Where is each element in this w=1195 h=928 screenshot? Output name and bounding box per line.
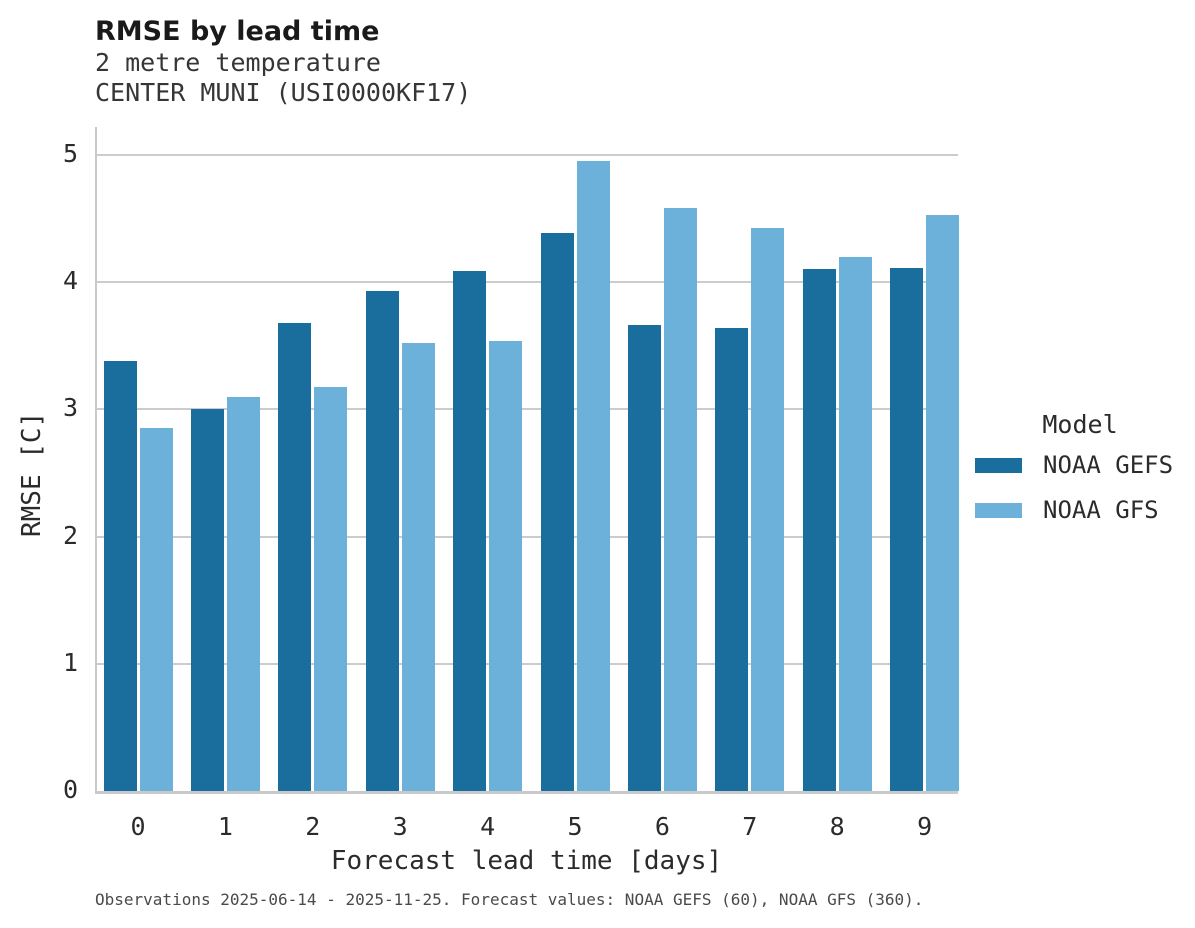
- y-tick-label-2: 2: [62, 520, 78, 550]
- gridline-y4: [95, 281, 958, 284]
- bar-noaa-gefs-day8: [802, 269, 836, 791]
- y-tick-label-0: 0: [62, 775, 78, 804]
- y-tick-label-3: 3: [62, 393, 78, 423]
- bar-noaa-gfs-day5: [576, 161, 610, 791]
- legend-swatch-gfs: [975, 502, 1022, 518]
- legend-swatch-gefs: [975, 457, 1022, 473]
- caption-text: Observations 2025-06-14 - 2025-11-25. Fo…: [95, 890, 924, 909]
- y-axis-spine: [95, 127, 97, 794]
- x-tick-label-1: 1: [217, 812, 233, 841]
- bar-noaa-gefs-day1: [190, 409, 224, 791]
- chart-header: RMSE by lead time 2 metre temperature CE…: [95, 16, 471, 108]
- bar-noaa-gfs-day6: [663, 208, 697, 791]
- bar-noaa-gefs-day4: [453, 270, 487, 791]
- x-tick-label-4: 4: [480, 812, 496, 841]
- legend-label-gefs: NOAA GEFS: [1043, 451, 1174, 479]
- gridline-y1: [95, 662, 958, 665]
- x-tick-label-0: 0: [130, 812, 146, 841]
- legend-title: Model: [1042, 410, 1118, 439]
- x-tick-label-5: 5: [567, 812, 583, 841]
- bar-noaa-gefs-day3: [365, 291, 399, 791]
- bar-noaa-gfs-day3: [401, 343, 435, 791]
- x-axis-title: Forecast lead time [days]: [330, 846, 723, 876]
- chart-subtitle-station: CENTER MUNI (USI0000KF17): [95, 78, 472, 107]
- legend: Model NOAA GEFS NOAA GFS: [975, 410, 1185, 541]
- y-tick-label-4: 4: [62, 266, 78, 296]
- y-tick-label-1: 1: [62, 647, 78, 677]
- bar-noaa-gfs-day4: [489, 340, 523, 791]
- bar-noaa-gfs-day1: [226, 396, 260, 791]
- gridline-y3: [95, 408, 958, 411]
- gridline-y5: [95, 154, 958, 156]
- x-tick-label-2: 2: [305, 812, 321, 841]
- bar-noaa-gfs-day0: [139, 428, 173, 791]
- chart-title: RMSE by lead time: [95, 16, 380, 47]
- x-tick-label-3: 3: [392, 812, 408, 841]
- y-axis-title: RMSE [C]: [17, 411, 47, 537]
- legend-entry-gefs: NOAA GEFS: [975, 451, 1185, 479]
- bar-noaa-gfs-day7: [751, 227, 785, 791]
- bar-noaa-gefs-day2: [278, 322, 312, 791]
- x-tick-label-7: 7: [742, 812, 758, 841]
- bar-noaa-gefs-day9: [890, 268, 924, 791]
- bar-noaa-gfs-day8: [838, 256, 872, 791]
- x-tick-label-6: 6: [654, 812, 670, 841]
- bar-noaa-gefs-day7: [715, 327, 749, 791]
- bar-noaa-gefs-day0: [103, 361, 137, 791]
- bar-noaa-gefs-day6: [627, 325, 661, 791]
- bar-noaa-gfs-day9: [926, 214, 960, 791]
- legend-label-gfs: NOAA GFS: [1043, 496, 1159, 524]
- legend-entry-gfs: NOAA GFS: [975, 496, 1185, 524]
- chart-subtitle-variable: 2 metre temperature: [95, 48, 381, 77]
- bar-noaa-gfs-day2: [314, 386, 348, 791]
- x-tick-label-8: 8: [829, 812, 845, 841]
- y-tick-label-5: 5: [62, 139, 78, 168]
- x-tick-label-9: 9: [917, 812, 933, 841]
- x-axis-baseline: [95, 791, 958, 794]
- bar-noaa-gefs-day5: [540, 232, 574, 791]
- gridline-y2: [95, 535, 958, 538]
